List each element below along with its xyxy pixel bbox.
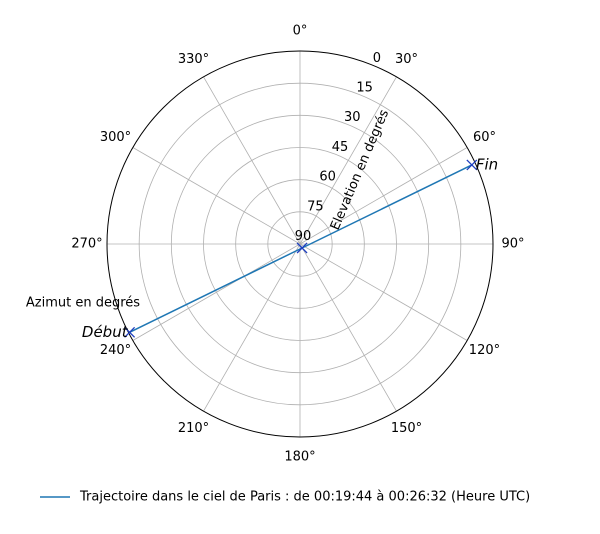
grid-spoke (299, 243, 397, 412)
x-tick-label: 180° (284, 450, 315, 465)
x-tick-label: 90° (501, 237, 524, 252)
x-tick-label: 30° (395, 52, 418, 67)
x-tick-label: 270° (71, 237, 102, 252)
point-marker (466, 159, 478, 171)
x-tick-label: 330° (178, 52, 209, 67)
grid-spoke (132, 147, 301, 245)
y-tick-label: 30 (344, 110, 361, 125)
grid-spoke (132, 243, 301, 341)
grid-spoke (299, 76, 397, 245)
x-axis-label: Azimut en degrés (26, 296, 140, 311)
legend-label: Trajectoire dans le ciel de Paris : de 0… (79, 490, 530, 505)
grid-spoke (299, 147, 468, 245)
y-tick-label: 60 (319, 170, 336, 185)
x-tick-label: 150° (391, 421, 422, 436)
x-tick-label: 240° (100, 343, 131, 358)
x-tick-label: 300° (100, 130, 131, 145)
x-tick-label: 0° (293, 24, 308, 39)
x-tick-label: 210° (178, 421, 209, 436)
grid-spoke (299, 243, 468, 341)
y-tick-label: 15 (356, 81, 373, 96)
grid-spoke (203, 76, 301, 245)
y-tick-label: 90 (295, 229, 312, 244)
annotation: Début (82, 323, 129, 341)
y-tick-label: 75 (307, 199, 324, 214)
annotation: Fin (476, 155, 498, 173)
y-tick-label: 0 (373, 51, 381, 66)
x-tick-label: 60° (473, 130, 496, 145)
outer-spine (106, 50, 494, 438)
point-marker (124, 326, 136, 338)
x-tick-label: 120° (469, 343, 500, 358)
y-tick-label: 45 (332, 140, 349, 155)
grid-spoke (203, 243, 301, 412)
point-marker (296, 242, 308, 254)
